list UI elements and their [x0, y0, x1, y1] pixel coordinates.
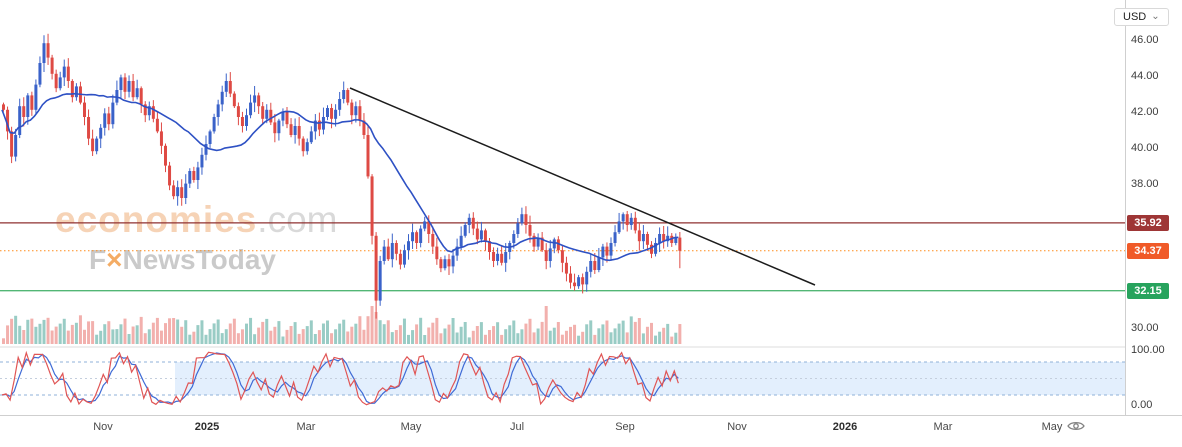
price-axis-label: 40.00: [1131, 142, 1159, 155]
time-axis-label: Nov: [93, 421, 113, 433]
chevron-down-icon: ⌄: [1151, 11, 1160, 22]
volume-layer: [2, 306, 682, 344]
oscillator-band-layer: [0, 361, 1125, 396]
moving-average-line: [1, 92, 679, 262]
watermark-brand: economies: [55, 199, 258, 240]
visibility-icon[interactable]: [1067, 419, 1085, 438]
watermark-x-icon: ×: [106, 243, 123, 275]
price-level-badge: 34.37: [1127, 242, 1169, 259]
price-level-badge: 35.92: [1127, 214, 1169, 231]
time-axis-label: Jul: [509, 421, 525, 433]
price-axis-label: 38.00: [1131, 178, 1159, 191]
watermark-tagline-pre: F: [89, 243, 107, 275]
time-axis-label: May: [400, 421, 422, 433]
price-level-badge: 32.15: [1127, 282, 1169, 299]
axis-borders: [0, 0, 1182, 416]
oscillator-axis-label: 0.00: [1131, 399, 1153, 411]
time-axis-label: Mar: [296, 421, 316, 433]
watermark-brand-suffix: .com: [257, 199, 338, 240]
key-levels-layer: [0, 222, 1125, 292]
time-axis-label: Sep: [615, 421, 635, 433]
trendline: [349, 87, 816, 286]
time-axis-label: May: [1041, 421, 1063, 433]
price-axis-label: 46.00: [1131, 34, 1159, 47]
time-axis-label: 2026: [832, 421, 858, 433]
oscillator-axis-label: 100.00: [1131, 344, 1165, 356]
time-axis-label: Nov: [727, 421, 747, 433]
price-axis-label: 42.00: [1131, 106, 1159, 119]
time-axis-label: Mar: [933, 421, 953, 433]
currency-label: USD: [1123, 11, 1147, 23]
price-axis-label: 44.00: [1131, 70, 1159, 83]
watermark: economies.com F×NewsToday: [55, 199, 338, 276]
watermark-brand-line: economies.com: [55, 199, 338, 241]
time-axis-label: 2025: [194, 421, 220, 433]
price-axis-label: 30.00: [1131, 322, 1159, 335]
stochastic-layer: [1, 350, 679, 406]
candlesticks-layer: [2, 33, 682, 319]
currency-selector[interactable]: USD ⌄: [1114, 8, 1169, 26]
watermark-tagline-post: NewsToday: [122, 243, 276, 275]
watermark-tagline: F×NewsToday: [89, 243, 337, 276]
